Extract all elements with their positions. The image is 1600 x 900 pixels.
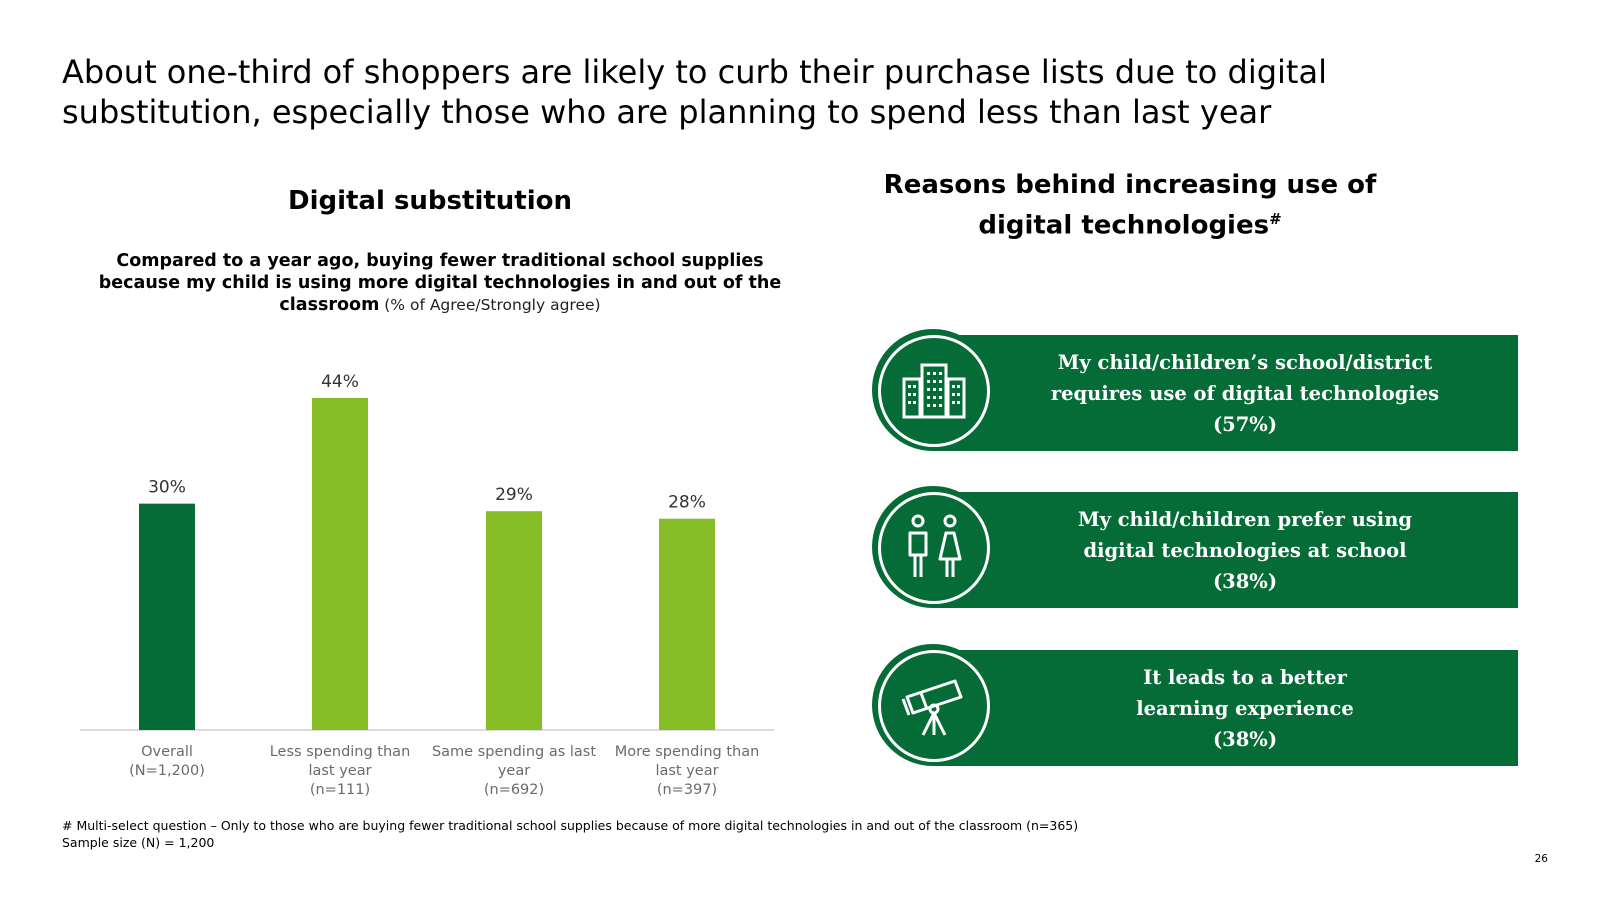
x-tick-label: More spending than xyxy=(615,744,760,760)
x-tick-label: (n=111) xyxy=(310,782,370,798)
survey-question-note: (% of Agree/Strongly agree) xyxy=(379,296,601,314)
bar-value-label: 29% xyxy=(495,485,533,505)
bar-chart: 30% Overall (N=1,200) 44% Less spending than… xyxy=(80,372,774,798)
reason-text: My child/children prefer using digital t… xyxy=(972,492,1518,608)
reason-band xyxy=(932,335,1518,451)
reasons-section-title: Reasons behind increasing use of digital… xyxy=(880,168,1380,243)
reason-line: learning experience xyxy=(1136,696,1354,720)
reason-icon-badge xyxy=(872,329,994,451)
bar xyxy=(659,518,715,730)
reason-band xyxy=(932,492,1518,608)
x-tick-label: (n=692) xyxy=(484,782,544,798)
buildings-icon xyxy=(902,363,966,419)
reason-line: digital technologies at school xyxy=(1083,538,1407,562)
footnote-line: Sample size (N) = 1,200 xyxy=(62,834,215,850)
reason-card-school-requires: My child/children’s school/district requ… xyxy=(872,329,1518,451)
bar-value-label: 44% xyxy=(321,372,359,392)
reason-percent: (57%) xyxy=(1212,412,1278,436)
survey-question-text: Compared to a year ago, buying fewer tra… xyxy=(98,251,782,315)
page-number: 26 xyxy=(1534,853,1548,865)
reason-line: It leads to a better xyxy=(1143,665,1347,689)
reason-icon-badge xyxy=(872,644,994,766)
reason-line: My child/children’s school/district xyxy=(1057,350,1433,374)
x-tick-label: (N=1,200) xyxy=(129,763,205,779)
reason-icon-badge xyxy=(872,486,994,608)
chart-section-title: Digital substitution xyxy=(287,186,573,216)
x-tick-label: Overall xyxy=(141,744,193,760)
reason-line: requires use of digital technologies xyxy=(1050,381,1440,405)
x-tick-label: Same spending as last xyxy=(432,744,596,760)
children-icon xyxy=(908,514,962,577)
x-tick-label: Less spending than xyxy=(270,744,411,760)
reason-card-better-learning: It leads to a better learning experience… xyxy=(872,644,1518,766)
bar-value-label: 30% xyxy=(148,478,186,498)
bar xyxy=(139,503,195,730)
survey-question: Compared to a year ago, buying fewer tra… xyxy=(90,250,790,316)
x-tick-label: year xyxy=(498,763,530,779)
reason-percent: (38%) xyxy=(1212,727,1278,751)
reason-card-child-prefers: My child/children prefer using digital t… xyxy=(872,486,1518,608)
slide-headline: About one-third of shoppers are likely t… xyxy=(62,53,1327,131)
telescope-icon xyxy=(901,679,963,736)
reason-band xyxy=(932,650,1518,766)
reasons-title-text: Reasons behind increasing use of digital… xyxy=(883,170,1377,241)
bar xyxy=(312,398,368,730)
reason-percent: (38%) xyxy=(1212,569,1278,593)
reasons-title-footnote-mark: # xyxy=(1269,210,1282,228)
reason-text: My child/children’s school/district requ… xyxy=(972,335,1518,451)
reason-text: It leads to a better learning experience… xyxy=(972,650,1518,766)
bar-value-label: 28% xyxy=(668,493,706,513)
footnote-line: # Multi-select question – Only to those … xyxy=(62,818,1079,833)
footnote: # Multi-select question – Only to those … xyxy=(62,818,1078,851)
x-tick-label: last year xyxy=(308,763,371,779)
x-tick-label: (n=397) xyxy=(657,782,717,798)
reason-line: My child/children prefer using xyxy=(1077,507,1413,531)
x-tick-label: last year xyxy=(655,763,718,779)
bar xyxy=(486,511,542,730)
